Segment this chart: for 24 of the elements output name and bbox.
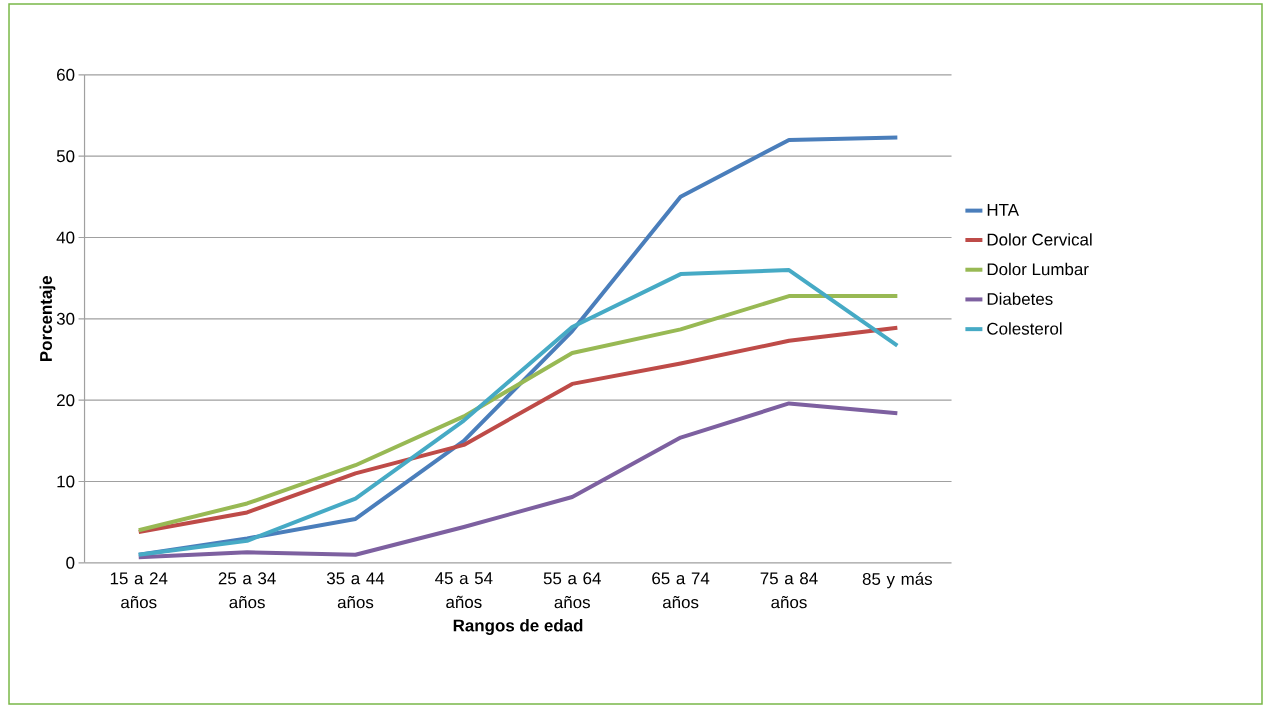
x-tick-label: 35 a 44 años <box>326 572 385 609</box>
y-axis-title: Porcentaje <box>39 276 56 361</box>
x-tick-label: 15 a 24 años <box>110 572 168 609</box>
y-tick-label: 0 <box>66 556 75 569</box>
y-tick-label: 60 <box>57 68 75 81</box>
x-tick-label: 55 a 64 años <box>543 572 601 609</box>
x-tick-label: 45 a 54 años <box>435 572 493 609</box>
y-tick-label: 20 <box>57 394 75 407</box>
legend-label: Dolor Cervical <box>987 233 1092 246</box>
line-series <box>136 401 900 560</box>
legend-label: Colesterol <box>987 322 1062 335</box>
y-tick-label: 30 <box>56 312 75 325</box>
x-axis-title: Rangos de edad <box>453 619 583 635</box>
y-tick-label: 40 <box>56 231 75 244</box>
x-tick-label: 25 a 34 años <box>218 572 276 609</box>
x-tick-label: 75 a 84 años <box>760 572 818 609</box>
legend-label: Diabetes <box>987 292 1053 305</box>
y-tick-label: 50 <box>56 150 75 163</box>
legend-label: Dolor Lumbar <box>987 262 1089 276</box>
x-tick-label: 65 a 74 años <box>652 572 710 609</box>
legend-label: HTA <box>987 204 1019 216</box>
y-tick-label: 10 <box>57 475 75 488</box>
line-series <box>136 268 900 557</box>
x-tick-label: 85 y más <box>862 572 933 589</box>
